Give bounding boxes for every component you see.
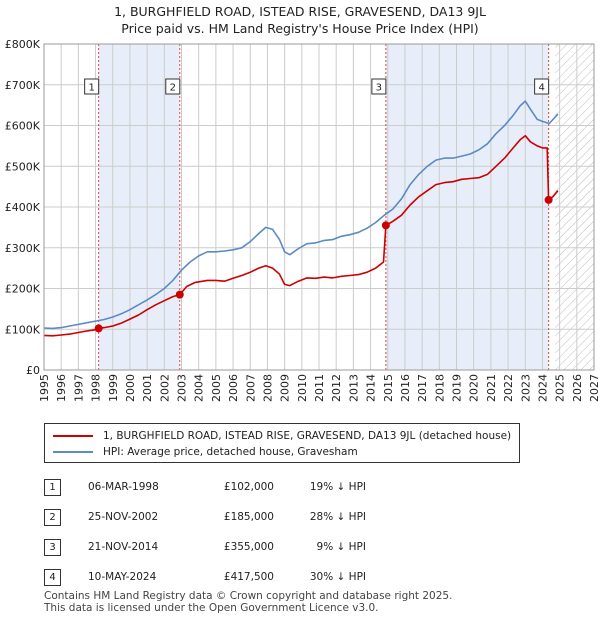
- legend-swatch-property: [53, 435, 93, 437]
- y-tick-label: £300K: [5, 242, 41, 255]
- sale-number-badge: 1: [44, 478, 61, 496]
- y-tick-label: £200K: [5, 283, 41, 296]
- x-tick-label: 2021: [485, 374, 498, 402]
- sales-table: 1 06-MAR-1998 £102,000 19% ↓ HPI 2 25-NO…: [44, 472, 366, 592]
- x-tick-label: 2016: [399, 374, 412, 402]
- sale-hpi-diff: 19% ↓ HPI: [309, 481, 366, 493]
- x-tick-label: 2025: [554, 374, 567, 402]
- x-tick-label: 2004: [193, 374, 206, 402]
- legend-label-property: 1, BURGHFIELD ROAD, ISTEAD RISE, GRAVESE…: [103, 430, 512, 442]
- x-tick-label: 2022: [502, 374, 515, 402]
- table-row: 1 06-MAR-1998 £102,000 19% ↓ HPI: [44, 472, 366, 502]
- x-tick-label: 1999: [107, 374, 120, 402]
- x-tick-label: 2012: [330, 374, 343, 402]
- sale-price: £185,000: [223, 511, 274, 523]
- x-tick-label: 2018: [433, 374, 446, 402]
- sale-label-number: 3: [376, 83, 382, 94]
- sale-label-number: 2: [170, 83, 176, 94]
- sale-date: 21-NOV-2014: [88, 541, 159, 553]
- sale-number-badge: 3: [44, 538, 61, 556]
- table-row: 3 21-NOV-2014 £355,000 9% ↓ HPI: [44, 532, 366, 562]
- x-tick-label: 1995: [38, 374, 51, 402]
- sale-point: [544, 195, 553, 204]
- sale-number-badge: 2: [44, 508, 61, 526]
- sale-hpi-diff: 28% ↓ HPI: [309, 511, 366, 523]
- legend-entry-property: 1, BURGHFIELD ROAD, ISTEAD RISE, GRAVESE…: [53, 429, 511, 443]
- sale-label-number: 4: [538, 83, 544, 94]
- chart-subtitle: Price paid vs. HM Land Registry's House …: [121, 21, 479, 36]
- sale-point: [94, 324, 103, 333]
- x-tick-label: 2013: [347, 374, 360, 402]
- x-tick-label: 2003: [176, 374, 189, 402]
- y-tick-label: £100K: [5, 323, 41, 336]
- x-tick-label: 2010: [296, 374, 309, 402]
- sale-date: 25-NOV-2002: [88, 511, 159, 523]
- sale-point: [381, 221, 390, 230]
- sale-date: 10-MAY-2024: [88, 571, 157, 583]
- plot-frame: [43, 43, 595, 371]
- y-tick-label: £400K: [5, 201, 41, 214]
- x-tick-label: 2008: [261, 374, 274, 402]
- x-tick-label: 1996: [55, 374, 68, 402]
- x-tick-label: 2007: [244, 374, 257, 402]
- x-tick-label: 2005: [210, 374, 223, 402]
- sale-label-box: [371, 78, 387, 95]
- sale-price: £102,000: [223, 481, 274, 493]
- legend-swatch-hpi: [53, 451, 93, 453]
- series-line-hpi: [44, 100, 559, 330]
- table-row: 4 10-MAY-2024 £417,500 30% ↓ HPI: [44, 562, 366, 592]
- chart-title: 1, BURGHFIELD ROAD, ISTEAD RISE, GRAVESE…: [114, 4, 486, 19]
- x-tick-label: 2017: [416, 374, 429, 402]
- footer-copyright: Contains HM Land Registry data © Crown c…: [44, 590, 453, 602]
- x-tick-label: 2023: [519, 374, 532, 402]
- footer-licence: This data is licensed under the Open Gov…: [44, 602, 379, 614]
- chart-legend: 1, BURGHFIELD ROAD, ISTEAD RISE, GRAVESE…: [44, 423, 520, 463]
- sale-label-box: [534, 78, 550, 95]
- sale-price: £417,500: [223, 571, 274, 583]
- x-tick-label: 2011: [313, 374, 326, 402]
- x-tick-label: 2001: [141, 374, 154, 402]
- sale-hpi-diff: 9% ↓ HPI: [316, 541, 366, 553]
- x-tick-label: 2024: [536, 374, 549, 402]
- x-tick-label: 2000: [124, 374, 137, 402]
- sale-date: 06-MAR-1998: [88, 481, 159, 493]
- y-tick-label: £0: [26, 364, 40, 377]
- sale-price: £355,000: [223, 541, 274, 553]
- x-tick-label: 2019: [451, 374, 464, 402]
- y-tick-label: £800K: [5, 38, 41, 51]
- table-row: 2 25-NOV-2002 £185,000 28% ↓ HPI: [44, 502, 366, 532]
- x-tick-label: 2020: [468, 374, 481, 402]
- legend-entry-hpi: HPI: Average price, detached house, Grav…: [53, 445, 358, 459]
- sale-label-box: [165, 78, 181, 95]
- sale-point: [175, 290, 184, 299]
- x-tick-label: 1997: [72, 374, 85, 402]
- y-tick-label: £500K: [5, 160, 41, 173]
- x-tick-label: 2026: [571, 374, 584, 402]
- x-tick-label: 2015: [382, 374, 395, 402]
- y-tick-label: £600K: [5, 120, 41, 133]
- y-tick-label: £700K: [5, 79, 41, 92]
- x-tick-label: 2006: [227, 374, 240, 402]
- sale-label-box: [84, 78, 100, 95]
- x-tick-label: 1998: [90, 374, 103, 402]
- sale-hpi-diff: 30% ↓ HPI: [309, 571, 366, 583]
- price-chart: 1 2 3 4 £0 £100K £200K £300K £400K £500K £600K £70…: [5, 38, 600, 402]
- sale-label-number: 1: [88, 83, 94, 94]
- x-tick-label: 2009: [279, 374, 292, 402]
- legend-label-hpi: HPI: Average price, detached house, Grav…: [103, 446, 358, 458]
- sale-number-badge: 4: [44, 568, 61, 586]
- x-tick-label: 2027: [588, 374, 600, 402]
- x-tick-label: 2014: [365, 374, 378, 402]
- x-tick-label: 2002: [158, 374, 171, 402]
- series-line-property: [44, 134, 559, 337]
